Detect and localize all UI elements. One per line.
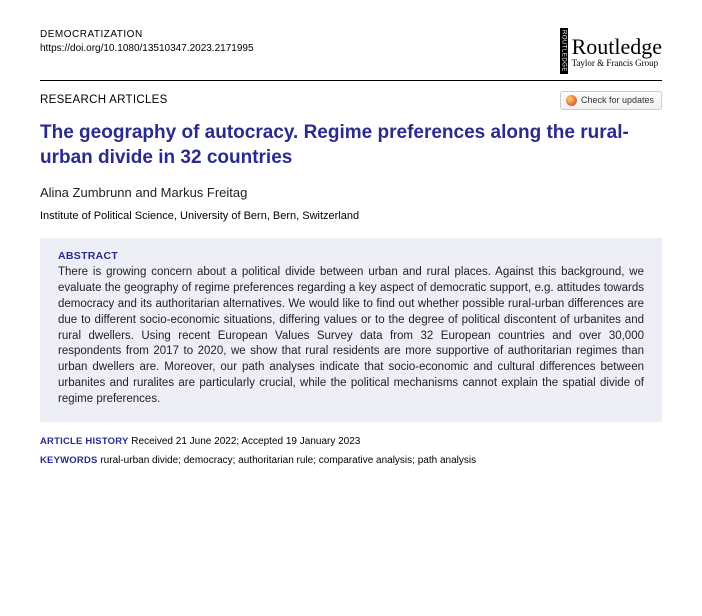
publisher-barlabel: ROUTLEDGE [560, 28, 568, 74]
journal-block: DEMOCRATIZATION https://doi.org/10.1080/… [40, 28, 254, 56]
journal-name: DEMOCRATIZATION [40, 28, 254, 42]
abstract-heading: ABSTRACT [58, 250, 644, 262]
publisher-sub: Taylor & Francis Group [572, 58, 662, 68]
affiliation: Institute of Political Science, Universi… [40, 210, 662, 222]
keywords-text: rural-urban divide; democracy; authorita… [100, 455, 476, 466]
abstract-box: ABSTRACT There is growing concern about … [40, 238, 662, 422]
crossmark-icon [566, 95, 577, 106]
publisher-logo: ROUTLEDGE Routledge Taylor & Francis Gro… [560, 28, 662, 74]
article-title: The geography of autocracy. Regime prefe… [40, 120, 662, 171]
paper-page: DEMOCRATIZATION https://doi.org/10.1080/… [0, 0, 702, 616]
history-text: Received 21 June 2022; Accepted 19 Janua… [131, 436, 360, 447]
doi-link[interactable]: https://doi.org/10.1080/13510347.2023.21… [40, 42, 254, 56]
publisher-block: ROUTLEDGE Routledge Taylor & Francis Gro… [560, 28, 662, 74]
section-row: RESEARCH ARTICLES Check for updates [40, 91, 662, 110]
check-updates-label: Check for updates [581, 95, 654, 105]
authors: Alina Zumbrunn and Markus Freitag [40, 185, 662, 200]
keywords-label: KEYWORDS [40, 455, 98, 466]
history-label: ARTICLE HISTORY [40, 436, 129, 447]
keywords: KEYWORDS rural-urban divide; democracy; … [40, 455, 662, 466]
article-history: ARTICLE HISTORY Received 21 June 2022; A… [40, 436, 662, 447]
abstract-text: There is growing concern about a politic… [58, 265, 644, 408]
check-updates-button[interactable]: Check for updates [560, 91, 662, 110]
publisher-text: Routledge Taylor & Francis Group [572, 34, 662, 68]
header: DEMOCRATIZATION https://doi.org/10.1080/… [40, 28, 662, 81]
publisher-name: Routledge [572, 34, 662, 60]
article-type-label: RESEARCH ARTICLES [40, 94, 168, 106]
